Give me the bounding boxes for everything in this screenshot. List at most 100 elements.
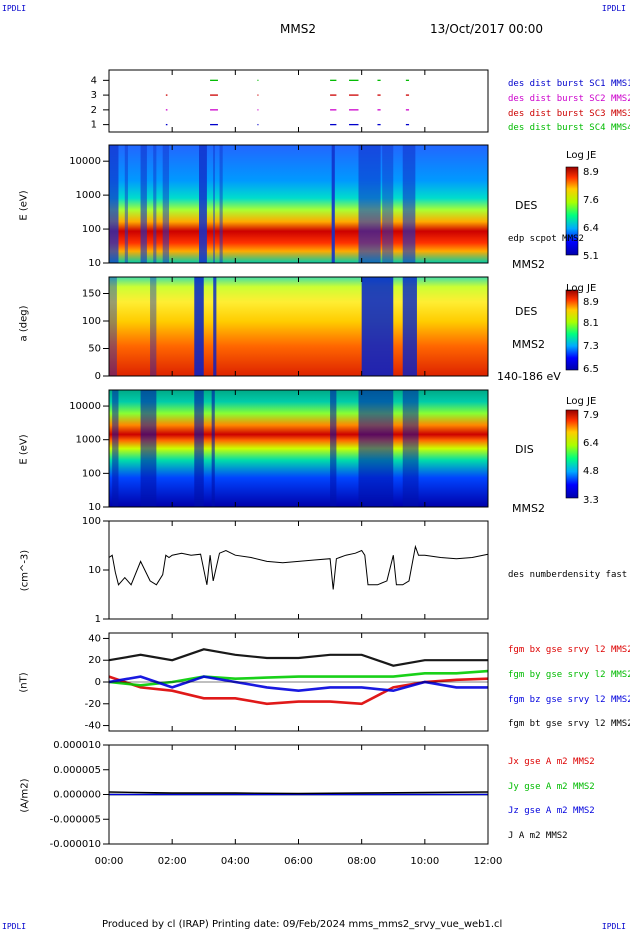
des-energy-band xyxy=(162,145,170,263)
burst-ytick-label: 4 xyxy=(91,75,97,86)
des-energy-ylabel: E (eV) xyxy=(18,190,30,221)
bfield-ylabel: (nT) xyxy=(18,672,30,693)
density-ytick-label: 1 xyxy=(95,614,101,625)
des-pitch-sc-label: MMS2 xyxy=(512,338,545,351)
burst-ytick-label: 2 xyxy=(91,105,97,116)
bfield-legend-by: fgm by gse srvy l2 MMS2 xyxy=(508,670,630,680)
dis-energy-cb-tick: 7.9 xyxy=(583,410,599,421)
des-energy-cb-title: Log JE xyxy=(566,150,597,161)
bfield-ytick-label: 20 xyxy=(88,655,101,666)
des-energy-cb-tick: 5.1 xyxy=(583,251,599,262)
current-line-4 xyxy=(108,791,489,795)
density-line xyxy=(108,544,489,590)
des-energy-cb-tick: 7.6 xyxy=(583,195,599,206)
scpot-label: edp scpot MMS2 xyxy=(508,234,584,244)
bfield-legend-bx: fgm bx gse srvy l2 MMS2 xyxy=(508,645,630,655)
dis-energy-ytick-label: 1000 xyxy=(76,435,101,446)
colorbar xyxy=(565,166,579,256)
dis-energy-band xyxy=(112,390,119,507)
current-ylabel: (A/m2) xyxy=(19,778,31,813)
des-pitch-ylabel: a (deg) xyxy=(18,305,30,342)
des-pitch-cb-title: Log JE xyxy=(566,283,597,294)
bfield-ytick-label: 0 xyxy=(95,677,101,688)
des-pitch-band xyxy=(150,277,157,376)
des-energy-sc-label: MMS2 xyxy=(512,258,545,271)
pitch-energy-range: 140-186 eV xyxy=(497,370,561,383)
dis-energy-cb-title: Log JE xyxy=(566,396,597,407)
des-pitch-band xyxy=(402,277,417,376)
bfield-ytick-label: 40 xyxy=(88,633,101,644)
dis-energy-cb-tick: 6.4 xyxy=(583,438,599,449)
dens-frame xyxy=(108,520,489,620)
burst-ytick-label: 1 xyxy=(91,120,97,131)
des-energy-cb-tick: 8.9 xyxy=(583,167,599,178)
des-energy-ytick-label: 1000 xyxy=(76,190,101,201)
burst-ytick-label: 3 xyxy=(91,90,97,101)
des-pitch-ytick-label: 0 xyxy=(95,371,101,382)
dis-energy-ytick-label: 100 xyxy=(82,468,101,479)
des-energy-band xyxy=(124,145,128,263)
des-energy-band xyxy=(382,145,394,263)
density-ytick-label: 100 xyxy=(82,516,101,527)
dis-energy-background xyxy=(109,390,488,507)
des-energy-band xyxy=(213,145,215,263)
des-pitch-cb-tick: 6.5 xyxy=(583,364,599,375)
des-pitch-band xyxy=(361,277,394,376)
des-energy-band xyxy=(140,145,147,263)
time-tick-label: 00:00 xyxy=(95,856,124,867)
time-tick-label: 10:00 xyxy=(410,856,439,867)
bfield-line-4 xyxy=(108,648,488,667)
current-ytick-label: 0.000010 xyxy=(53,740,101,751)
current-ytick-label: 0.000000 xyxy=(53,790,101,801)
time-tick-label: 02:00 xyxy=(158,856,187,867)
des-energy-ytick-label: 100 xyxy=(82,224,101,235)
burst-legend-sc1: des dist burst SC1 MMS1 xyxy=(508,79,630,89)
corner-label-top-left: IPDLI xyxy=(2,4,27,13)
dis-energy-ylabel: E (eV) xyxy=(18,434,30,465)
dis-energy-band xyxy=(402,390,419,507)
corner-label-bottom-right: IPDLI xyxy=(601,922,626,931)
plot-datetime: 13/Oct/2017 00:00 xyxy=(430,22,544,36)
des-energy-band xyxy=(358,145,381,263)
burst-legend-sc3: des dist burst SC3 MMS3 xyxy=(508,109,630,119)
des-energy-ytick-label: 10 xyxy=(88,258,101,269)
density-ylabel: (cm^-3) xyxy=(19,549,31,592)
dis-energy-band xyxy=(140,390,157,507)
bfield-ytick-label: -20 xyxy=(85,699,101,710)
time-tick-label: 08:00 xyxy=(347,856,376,867)
des-pitch-band xyxy=(194,277,204,376)
dis-energy-band xyxy=(330,390,337,507)
des-energy-band xyxy=(109,145,119,263)
current-legend-jy: Jy gse A m2 MMS2 xyxy=(508,782,595,792)
des-pitch-background xyxy=(109,277,488,376)
burst-frame xyxy=(108,69,489,133)
des-energy-cb-tick: 6.4 xyxy=(583,223,599,234)
current-ytick-label: -0.000010 xyxy=(50,839,101,850)
dis-energy-band xyxy=(358,390,394,507)
dis-energy-sc-label: MMS2 xyxy=(512,502,545,515)
des-energy-band xyxy=(219,145,223,263)
des-pitch-ytick-label: 100 xyxy=(82,316,101,327)
dis-energy-band xyxy=(211,390,215,507)
des-pitch-ytick-label: 150 xyxy=(82,289,101,300)
current-ytick-label: -0.000005 xyxy=(50,814,101,825)
current-legend-j: J A m2 MMS2 xyxy=(508,831,568,841)
corner-label-bottom-left: IPDLI xyxy=(2,922,27,931)
des-energy-band xyxy=(331,145,335,263)
dis-energy-band xyxy=(194,390,204,507)
time-tick-label: 12:00 xyxy=(474,856,503,867)
spacecraft-title: MMS2 xyxy=(280,22,316,36)
dis-energy-ytick-label: 10000 xyxy=(69,401,101,412)
des-energy-band xyxy=(199,145,207,263)
des-pitch-band xyxy=(109,277,117,376)
colorbar xyxy=(565,289,579,371)
dis-energy-cb-tick: 4.8 xyxy=(583,466,599,477)
des-pitch-cb-tick: 7.3 xyxy=(583,341,599,352)
des-pitch-cb-tick: 8.9 xyxy=(583,297,599,308)
des-energy-band xyxy=(402,145,416,263)
des-pitch-label: DES xyxy=(515,305,538,318)
des-pitch-cb-tick: 8.1 xyxy=(583,318,599,329)
bfield-legend-bt: fgm bt gse srvy l2 MMS2 xyxy=(508,719,630,729)
current-legend-jx: Jx gse A m2 MMS2 xyxy=(508,757,595,767)
